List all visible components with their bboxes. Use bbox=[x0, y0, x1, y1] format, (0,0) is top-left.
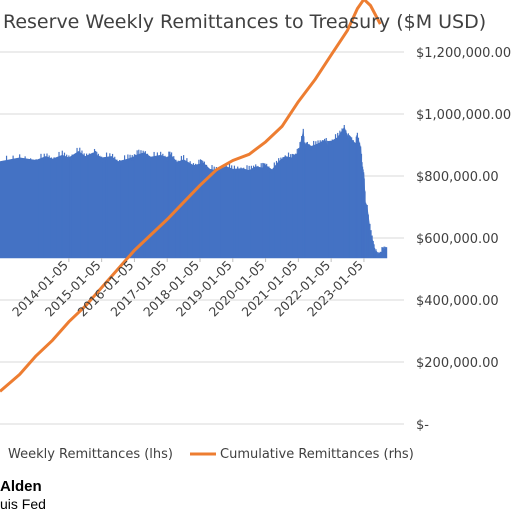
cumulative-remittances-line bbox=[0, 0, 382, 393]
rhs-tick-label: $1,200,000.00 bbox=[416, 46, 511, 61]
rhs-tick-label: $200,000.00 bbox=[416, 356, 499, 371]
legend-cumulative-remittances-label: Cumulative Remittances (rhs) bbox=[220, 447, 414, 462]
cumulative-remittances-series bbox=[0, 0, 382, 393]
rhs-tick-label: $1,000,000.00 bbox=[416, 108, 511, 123]
rhs-axis: $- $200,000.00 $400,000.00 $600,000.00 $800,… bbox=[416, 46, 511, 433]
rhs-tick-label: $400,000.00 bbox=[416, 294, 499, 309]
rhs-tick-label: $800,000.00 bbox=[416, 170, 499, 185]
x-axis: 2014-01-052015-01-052016-01-052017-01-05… bbox=[9, 257, 366, 319]
rhs-tick-label: $600,000.00 bbox=[416, 232, 499, 247]
credit-source: uis Fed bbox=[0, 496, 46, 512]
rhs-tick-label: $- bbox=[416, 418, 429, 433]
legend-weekly-remittances-label: Weekly Remittances (lhs) bbox=[8, 447, 173, 462]
legend: Weekly Remittances (lhs) Cumulative Remi… bbox=[8, 447, 414, 462]
weekly-remittances-series bbox=[0, 125, 388, 259]
credit-author: Alden bbox=[0, 478, 42, 495]
chart-title: Reserve Weekly Remittances to Treasury (… bbox=[3, 11, 486, 33]
